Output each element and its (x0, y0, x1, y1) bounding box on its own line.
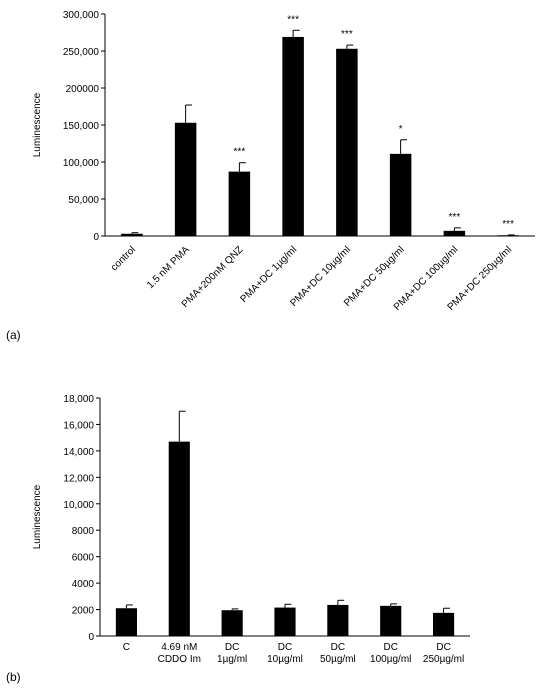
x-tick-label-b: CDDO Im (158, 654, 201, 665)
bar-a (282, 36, 304, 236)
x-tick-label-b: DC (383, 642, 397, 653)
y-tick-label-a: 50,000 (68, 195, 99, 206)
significance-label-a: *** (287, 14, 299, 25)
x-tick-label-b: 10µg/ml (267, 654, 303, 665)
x-tick-label-b: 50µg/ml (320, 654, 356, 665)
bar-b (433, 612, 455, 636)
y-axis-label-b: Luminescence (32, 484, 43, 549)
bar-b (168, 441, 190, 636)
significance-label-a: *** (449, 212, 461, 223)
y-tick-label-a: 200000 (66, 84, 100, 95)
bar-a (389, 153, 412, 236)
y-tick-label-a: 100,000 (63, 158, 100, 169)
panel-label-a: (a) (6, 328, 21, 342)
y-tick-label-b: 4000 (72, 579, 95, 590)
x-tick-label-a: PMA+DC 1µg/ml (238, 244, 299, 305)
y-tick-label-b: 12,000 (63, 473, 94, 484)
y-tick-label-b: 6000 (72, 553, 95, 564)
bar-b (115, 608, 137, 636)
bar-a (228, 171, 251, 236)
x-tick-label-b: C (123, 642, 130, 653)
significance-label-a: * (399, 124, 403, 135)
bar-b (274, 607, 296, 636)
bar-b (221, 610, 243, 636)
x-tick-label-b: DC (331, 642, 345, 653)
chart-a: 0 50,000 100,000 150,000 200000 250,000 300,00… (32, 10, 535, 313)
significance-label-a: *** (502, 219, 514, 230)
y-tick-label-a: 0 (93, 232, 99, 243)
significance-label-a: *** (234, 147, 246, 158)
y-tick-label-b: 2000 (72, 606, 95, 617)
y-tick-label-b: 16,000 (63, 420, 94, 431)
bar-b (380, 605, 402, 636)
y-tick-label-b: 10,000 (63, 500, 94, 511)
bar-a (121, 233, 143, 236)
y-tick-label-b: 18,000 (63, 394, 94, 405)
x-tick-label-a: control (109, 244, 138, 273)
x-tick-label-b: DC (436, 642, 450, 653)
y-tick-label-b: 0 (88, 632, 94, 643)
bar-a (174, 122, 197, 236)
bar-b (327, 604, 349, 636)
significance-label-a: *** (341, 29, 353, 40)
bar-a (336, 48, 358, 236)
y-tick-label-a: 150,000 (63, 121, 100, 132)
x-tick-label-b: 1µg/ml (217, 654, 247, 665)
y-tick-label-b: 14,000 (63, 447, 94, 458)
x-tick-label-b: 100µg/ml (370, 654, 411, 665)
x-tick-label-a: 1.5 nM PMA (145, 244, 192, 291)
bar-a (443, 230, 466, 236)
x-tick-label-b: DC (225, 642, 239, 653)
panel-label-b: (b) (6, 670, 21, 684)
bar-a (497, 235, 519, 237)
y-tick-label-a: 300,000 (63, 10, 100, 21)
y-axis-label-a: Luminescence (32, 92, 43, 157)
x-tick-label-b: DC (278, 642, 292, 653)
x-tick-label-b: 4.69 nM (161, 642, 197, 653)
y-tick-label-a: 250,000 (63, 47, 100, 58)
chart-b: 0 2000 4000 6000 8000 10,000 12,000 14,000 16,00… (32, 394, 470, 665)
x-tick-label-b: 250µg/ml (423, 654, 464, 665)
y-tick-label-b: 8000 (72, 526, 95, 537)
